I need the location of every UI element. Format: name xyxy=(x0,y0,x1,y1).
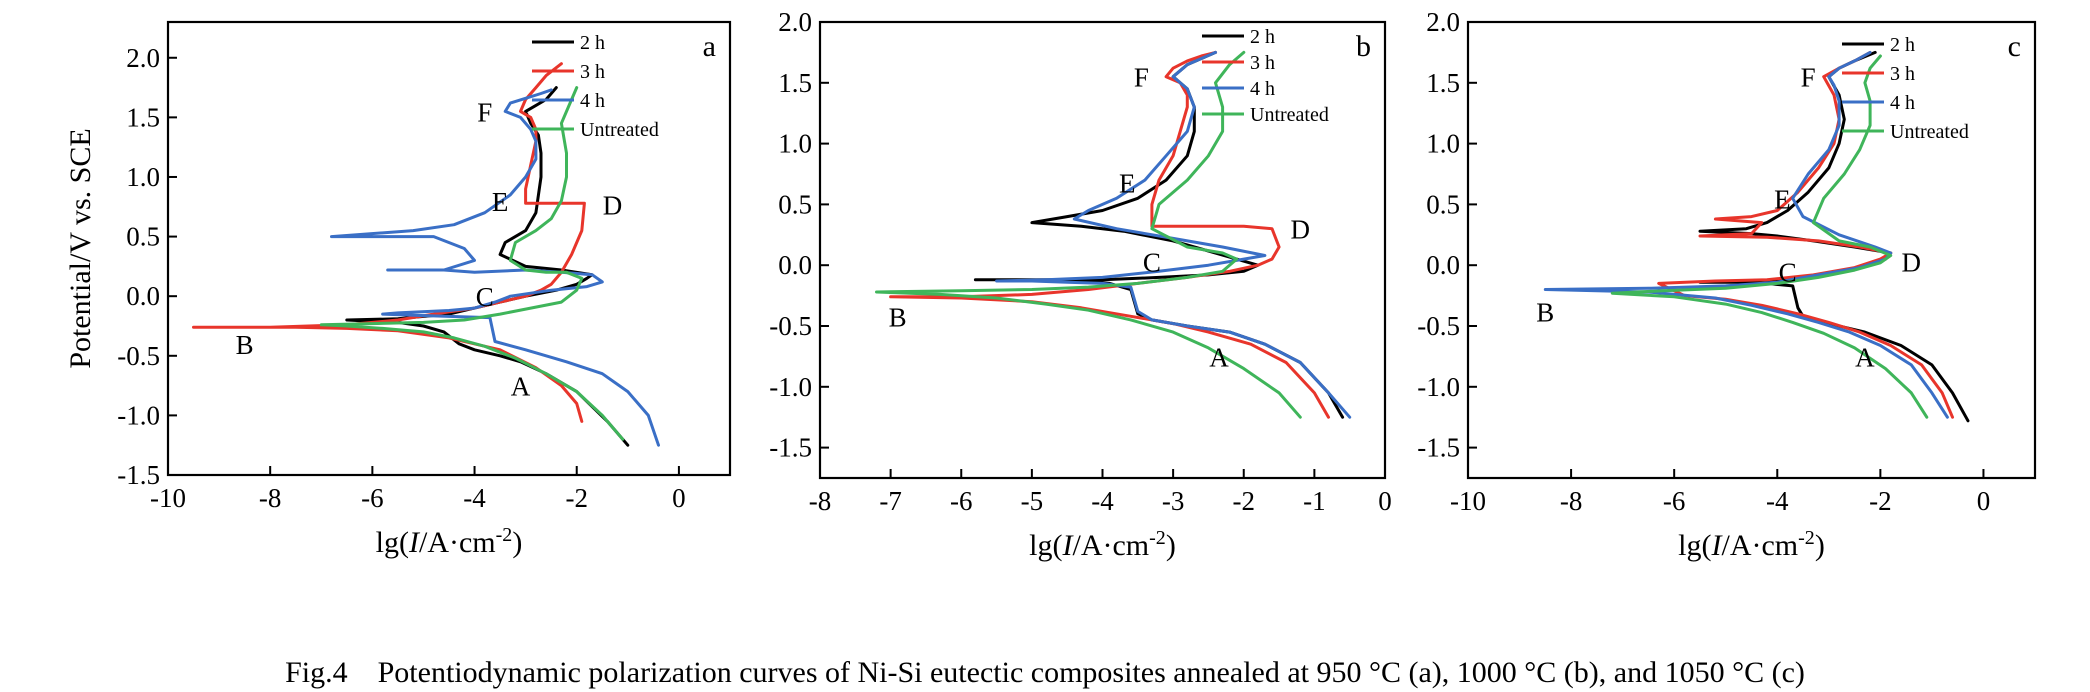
point-label-e: E xyxy=(1119,169,1136,199)
series-line-2-h xyxy=(345,86,630,447)
y-tick-label: 1.5 xyxy=(126,102,160,132)
y-tick-label: 2.0 xyxy=(778,7,812,37)
chart-panel-b: -8 -7 -6 -5 -4 -3 -2 -1 0 -1.5 -1.0 -0.5 0.0 0.5 1.0 1.… xyxy=(769,7,1392,562)
point-label-b: B xyxy=(236,330,254,360)
point-label-f: F xyxy=(1134,63,1149,93)
y-tick-label: 2.0 xyxy=(1426,7,1460,37)
point-label-b: B xyxy=(889,302,907,332)
legend-label: Untreated xyxy=(580,119,659,141)
y-tick-label: 0.0 xyxy=(1426,250,1460,280)
y-tick-label: 1.0 xyxy=(778,129,812,159)
point-label-f: F xyxy=(1801,63,1816,93)
x-tick-label: -10 xyxy=(150,483,186,513)
x-tick-label: -2 xyxy=(1869,486,1892,516)
point-label-d: D xyxy=(603,190,623,220)
y-tick-label: 0.5 xyxy=(778,189,812,219)
y-tick-label: 1.5 xyxy=(778,68,812,98)
y-tick-label: -1.0 xyxy=(769,372,812,402)
x-tick-label: 0 xyxy=(672,483,686,513)
y-tick-label: 2.0 xyxy=(126,43,160,73)
series-line-4-h xyxy=(995,50,1352,419)
y-tick-label: -0.5 xyxy=(117,341,160,371)
chart-panel-c: -10 -8 -6 -4 -2 0 -1.5 -1.0 -0.5 0.0 0.5 1.0 1.5 2.0 l… xyxy=(1417,7,2037,562)
legend-label: 2 h xyxy=(1890,34,1915,56)
y-tick-label: 0.5 xyxy=(1426,189,1460,219)
x-tick-label: -1 xyxy=(1303,486,1326,516)
y-tick-label: 1.0 xyxy=(126,162,160,192)
x-tick-label: -8 xyxy=(259,483,282,513)
y-axis-title: Potential/V vs. SCE xyxy=(64,128,97,368)
x-tick-label: -10 xyxy=(1450,486,1486,516)
y-tick-label: -1.5 xyxy=(117,460,160,490)
point-label-d: D xyxy=(1902,248,1922,278)
legend-label: 3 h xyxy=(580,61,605,83)
y-tick-label: 0.0 xyxy=(778,250,812,280)
y-tick-label: -1.0 xyxy=(117,400,160,430)
x-tick-label: -2 xyxy=(565,483,588,513)
x-tick-label: 0 xyxy=(1378,486,1392,516)
point-label-d: D xyxy=(1291,215,1311,245)
x-tick-label: -3 xyxy=(1162,486,1185,516)
x-tick-label: -5 xyxy=(1021,486,1044,516)
y-tick-label: 1.5 xyxy=(1426,68,1460,98)
x-tick-label: -8 xyxy=(809,486,832,516)
x-tick-label: -2 xyxy=(1233,486,1256,516)
x-tick-label: -4 xyxy=(463,483,486,513)
chart-panel-a: -10 -8 -6 -4 -2 0 -1.5 -1.0 -0.5 0.0 0.5 1.0 1.5 2.0 l… xyxy=(64,20,732,559)
point-label-f: F xyxy=(477,97,492,127)
x-axis-title: lg(I/A·cm-2) xyxy=(1678,527,1825,562)
x-tick-label: -4 xyxy=(1766,486,1789,516)
point-label-a: A xyxy=(1209,342,1229,372)
y-tick-label: -1.5 xyxy=(1417,433,1460,463)
point-label-a: A xyxy=(1855,342,1875,372)
legend-label: 4 h xyxy=(1890,92,1915,114)
y-tick-label: -0.5 xyxy=(1417,311,1460,341)
point-label-c: C xyxy=(1143,248,1161,278)
x-tick-label: -7 xyxy=(879,486,902,516)
legend-label: Untreated xyxy=(1890,121,1969,143)
series-line-3-h xyxy=(192,62,586,423)
legend-label: 3 h xyxy=(1890,63,1915,85)
legend-label: 4 h xyxy=(580,90,605,112)
plot-frame xyxy=(818,20,1387,480)
x-tick-label: -6 xyxy=(950,486,973,516)
figure-caption: Fig.4 Potentiodynamic polarization curve… xyxy=(285,656,1805,689)
y-tick-label: 1.0 xyxy=(1426,129,1460,159)
panel-label: a xyxy=(703,30,716,63)
point-label-e: E xyxy=(492,187,509,217)
point-label-c: C xyxy=(1779,257,1797,287)
point-label-c: C xyxy=(476,282,494,312)
legend-label: 2 h xyxy=(580,32,605,54)
y-tick-label: 0.5 xyxy=(126,222,160,252)
y-tick-label: -1.5 xyxy=(769,433,812,463)
legend-label: 4 h xyxy=(1250,78,1275,100)
series-line-4-h xyxy=(330,88,660,447)
point-label-e: E xyxy=(1774,184,1791,214)
x-tick-label: -6 xyxy=(361,483,384,513)
legend-label: 2 h xyxy=(1250,26,1275,48)
panel-label: c xyxy=(2008,30,2021,63)
x-tick-label: 0 xyxy=(1977,486,1991,516)
x-tick-label: -6 xyxy=(1663,486,1686,516)
panel-label: b xyxy=(1356,30,1371,63)
series-line-3-h xyxy=(889,50,1330,419)
point-label-b: B xyxy=(1536,297,1554,327)
y-tick-label: -0.5 xyxy=(769,311,812,341)
plot-frame xyxy=(166,20,732,477)
x-tick-label: -4 xyxy=(1091,486,1114,516)
y-tick-label: -1.0 xyxy=(1417,372,1460,402)
plot-frame xyxy=(1466,20,2037,480)
x-axis-title: lg(I/A·cm-2) xyxy=(376,524,523,559)
y-tick-label: 0.0 xyxy=(126,281,160,311)
legend-label: 3 h xyxy=(1250,52,1275,74)
x-axis-title: lg(I/A·cm-2) xyxy=(1029,527,1176,562)
point-label-a: A xyxy=(511,372,531,402)
series-line-untreated xyxy=(319,86,625,441)
legend-label: Untreated xyxy=(1250,104,1329,126)
x-tick-label: -8 xyxy=(1560,486,1583,516)
series-line-untreated xyxy=(875,50,1302,419)
series-line-untreated xyxy=(1610,54,1929,419)
